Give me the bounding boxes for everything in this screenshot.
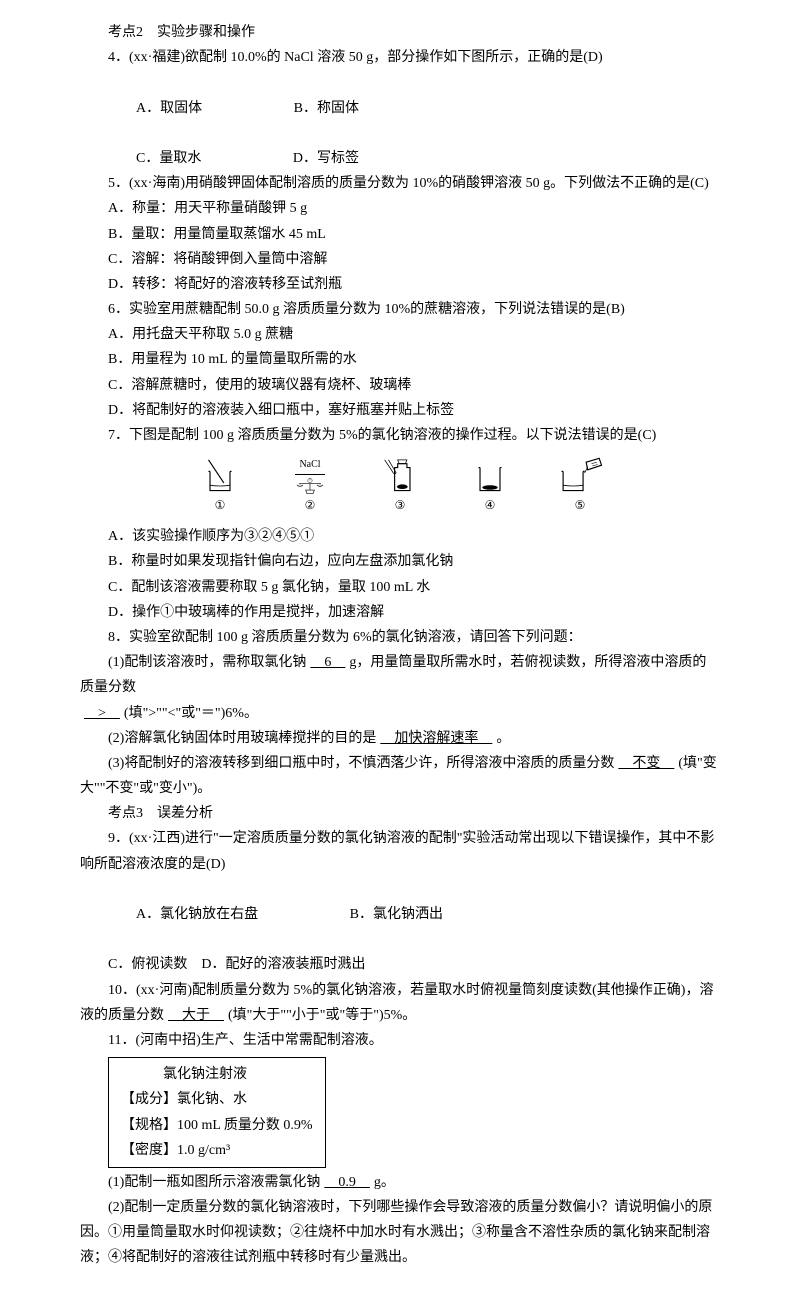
apparatus-3: ③ — [365, 456, 435, 516]
q5-text: 5．(xx·海南)用硝酸钾固体配制溶质的质量分数为 10%的硝酸钾溶液 50 g… — [80, 171, 720, 196]
q8-p1c-line: > (填">""<"或"＝")6%。 — [80, 701, 720, 726]
q8-p1: (1)配制该溶液时，需称取氯化钠 6 g，用量筒量取所需水时，若俯视读数，所得溶… — [80, 650, 720, 700]
q8-p2: (2)溶解氯化钠固体时用玻璃棒搅拌的目的是 加快溶解速率 。 — [80, 726, 720, 751]
q11-p1: (1)配制一瓶如图所示溶液需氯化钠 0.9 g。 — [80, 1170, 720, 1195]
q11-text: 11．(河南中招)生产、生活中常需配制溶液。 — [80, 1028, 720, 1053]
kd3-title: 考点3 误差分析 — [80, 801, 720, 826]
q4-optA: A．取固体 — [108, 96, 202, 121]
beaker-solid-icon — [465, 456, 515, 494]
q8-p3a: (3)将配制好的溶液转移到细口瓶中时，不慎洒落少许，所得溶液中溶质的质量分数 — [108, 756, 614, 771]
q7-label3: ③ — [395, 495, 406, 517]
q11-box: 氯化钠注射液 【成分】氯化钠、水 【规格】100 mL 质量分数 0.9% 【密… — [108, 1057, 326, 1168]
q11-box2: 【成分】氯化钠、水 — [121, 1087, 313, 1112]
q7-optC: C．配制该溶液需要称取 5 g 氯化钠，量取 100 mL 水 — [80, 575, 720, 600]
q6-text: 6．实验室用蔗糖配制 50.0 g 溶质质量分数为 10%的蔗糖溶液，下列说法错… — [80, 297, 720, 322]
q7-label4: ④ — [485, 495, 496, 517]
q7-figure: ① NaCl ② ③ ④ — [80, 456, 720, 516]
q11-p2: (2)配制一定质量分数的氯化钠溶液时，下列哪些操作会导致溶液的质量分数偏小？请说… — [80, 1195, 720, 1271]
q7-label2: ② — [305, 495, 316, 517]
q9-optB: B．氯化钠洒出 — [322, 902, 443, 927]
q11-p1a: (1)配制一瓶如图所示溶液需氯化钠 — [108, 1175, 320, 1190]
q5-optB: B．量取：用量筒量取蒸馏水 45 mL — [80, 222, 720, 247]
q7-optA: A．该实验操作顺序为③②④⑤① — [80, 524, 720, 549]
q5-optA: A．称量：用天平称量硝酸钾 5 g — [80, 196, 720, 221]
q7-text: 7．下图是配制 100 g 溶质质量分数为 5%的氯化钠溶液的操作过程。以下说法… — [80, 423, 720, 448]
q4-text: 4．(xx·福建)欲配制 10.0%的 NaCl 溶液 50 g，部分操作如下图… — [80, 45, 720, 70]
beaker-pour-icon — [550, 456, 610, 494]
q9-optC: C．俯视读数 D．配好的溶液装瓶时溅出 — [80, 952, 720, 977]
apparatus-2: NaCl ② — [275, 456, 345, 516]
apparatus-4: ④ — [455, 456, 525, 516]
q9-optA: A．氯化钠放在右盘 — [108, 902, 258, 927]
q4-row2: C．量取水 D．写标签 — [80, 146, 720, 171]
q7-label5: ⑤ — [575, 495, 586, 517]
q9-text: 9．(xx·江西)进行"一定溶质质量分数的氯化钠溶液的配制"实验活动常出现以下错… — [80, 826, 720, 876]
q8-ans3: 不变 — [614, 756, 678, 771]
q6-optD: D．将配制好的溶液装入细口瓶中，塞好瓶塞并贴上标签 — [80, 398, 720, 423]
q11-ans1: 0.9 — [320, 1175, 374, 1190]
q4-row1: A．取固体 B．称固体 — [80, 96, 720, 121]
q6-optB: B．用量程为 10 mL 的量筒量取所需的水 — [80, 347, 720, 372]
q5-optD: D．转移：将配好的溶液转移至试剂瓶 — [80, 272, 720, 297]
q7-label1: ① — [215, 495, 226, 517]
nacl-label: NaCl — [295, 456, 324, 475]
kd2-title: 考点2 实验步骤和操作 — [80, 20, 720, 45]
q8-p2b: 。 — [496, 731, 510, 746]
q8-ans1: 6 — [306, 655, 349, 670]
q4-optC: C．量取水 — [108, 146, 201, 171]
q11-box1: 氯化钠注射液 — [121, 1062, 313, 1087]
q5-optC: C．溶解：将硝酸钾倒入量筒中溶解 — [80, 247, 720, 272]
q4-optD: D．写标签 — [265, 146, 359, 171]
q10-text2: (填"大于""小于"或"等于")5%。 — [228, 1008, 416, 1023]
q8-ans2: 加快溶解速率 — [376, 731, 496, 746]
q10-ans: 大于 — [164, 1008, 228, 1023]
beaker-stir-icon — [195, 456, 245, 494]
q9-row1: A．氯化钠放在右盘 B．氯化钠洒出 — [80, 902, 720, 927]
q11-box4: 【密度】1.0 g/cm³ — [121, 1138, 313, 1163]
balance-icon — [275, 477, 345, 494]
q7-optB: B．称量时如果发现指针偏向右边，应向左盘添加氯化钠 — [80, 549, 720, 574]
apparatus-5: ⑤ — [545, 456, 615, 516]
q8-text: 8．实验室欲配制 100 g 溶质质量分数为 6%的氯化钠溶液，请回答下列问题： — [80, 625, 720, 650]
q8-p3: (3)将配制好的溶液转移到细口瓶中时，不慎洒落少许，所得溶液中溶质的质量分数 不… — [80, 751, 720, 801]
q8-p1c: (填">""<"或"＝")6%。 — [124, 706, 258, 721]
q8-p1a: (1)配制该溶液时，需称取氯化钠 — [108, 655, 306, 670]
apparatus-1: ① — [185, 456, 255, 516]
q11-p1b: g。 — [374, 1175, 395, 1190]
bottle-spoon-icon — [375, 456, 425, 494]
q11-box3: 【规格】100 mL 质量分数 0.9% — [121, 1113, 313, 1138]
q4-optB: B．称固体 — [266, 96, 359, 121]
q6-optC: C．溶解蔗糖时，使用的玻璃仪器有烧杯、玻璃棒 — [80, 373, 720, 398]
q10: 10．(xx·河南)配制质量分数为 5%的氯化钠溶液，若量取水时俯视量筒刻度读数… — [80, 978, 720, 1028]
q7-optD: D．操作①中玻璃棒的作用是搅拌，加速溶解 — [80, 600, 720, 625]
q6-optA: A．用托盘天平称取 5.0 g 蔗糖 — [80, 322, 720, 347]
q8-p2a: (2)溶解氯化钠固体时用玻璃棒搅拌的目的是 — [108, 731, 376, 746]
q8-ans1b: > — [80, 706, 124, 721]
